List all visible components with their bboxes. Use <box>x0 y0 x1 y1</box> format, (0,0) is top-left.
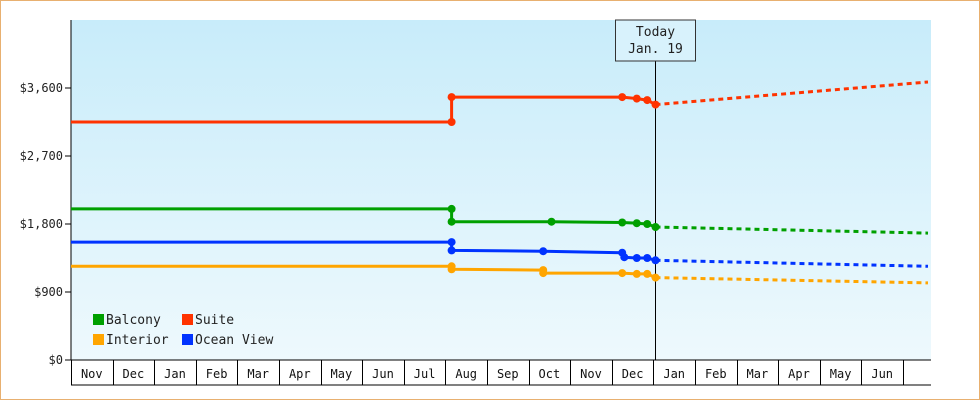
x-tick-label: Feb <box>705 367 727 381</box>
data-point <box>447 93 456 102</box>
today-date: Jan. 19 <box>628 42 683 57</box>
y-tick-label: $2,700 <box>20 149 63 163</box>
legend-swatch <box>182 314 193 325</box>
data-point <box>539 269 548 278</box>
series-suite <box>71 80 929 126</box>
data-point <box>447 118 456 126</box>
data-point <box>618 93 627 102</box>
series-layer <box>71 80 929 285</box>
series-forecast-suite <box>655 80 929 107</box>
x-tick-label: Jun <box>871 367 893 381</box>
data-point <box>643 96 652 105</box>
series-forecast-interior <box>655 276 929 285</box>
today-box <box>615 19 696 62</box>
legend-label: Balcony <box>106 313 161 328</box>
x-tick-label: Jan <box>663 367 685 381</box>
data-point <box>447 204 456 213</box>
x-tick-label: Apr <box>289 367 311 381</box>
data-point <box>447 265 456 274</box>
y-tick-label: $1,800 <box>20 217 63 231</box>
series-ocean-view <box>71 238 929 268</box>
x-tick-label: Dec <box>622 367 644 381</box>
data-point <box>618 269 627 278</box>
x-tick-label: Sep <box>497 367 519 381</box>
y-tick-label: $0 <box>49 353 63 367</box>
legend-label: Interior <box>106 333 169 348</box>
today-marker: Today Jan. 19 <box>615 19 696 360</box>
data-point <box>651 256 660 265</box>
data-point <box>651 273 660 282</box>
data-point <box>447 238 456 247</box>
data-point <box>620 253 629 262</box>
data-point <box>447 217 456 226</box>
series-forecast-balcony <box>655 225 929 235</box>
x-tick-label: Mar <box>747 367 769 381</box>
x-tick-label: May <box>331 367 353 381</box>
data-point <box>651 223 660 231</box>
data-point <box>632 219 641 228</box>
x-tick-label: Mar <box>247 367 269 381</box>
data-point <box>447 246 456 255</box>
series-forecast-ocean-view <box>655 258 929 268</box>
series-interior <box>71 262 929 285</box>
data-point <box>632 94 641 103</box>
x-tick-label: Feb <box>206 367 228 381</box>
x-axis-band <box>71 361 931 385</box>
x-tick-label: Jan <box>164 367 186 381</box>
x-tick-label: Dec <box>123 367 145 381</box>
legend-swatch <box>93 334 104 345</box>
legend-label: Suite <box>195 313 234 328</box>
x-axis: Nov Dec Jan Feb Mar Apr May Jun Jul Aug Sep Oct Nov D… <box>71 359 931 386</box>
today-label: Today <box>636 25 675 40</box>
y-tick-label: $3,600 <box>20 81 63 95</box>
data-point <box>651 100 660 109</box>
y-axis: $0 $900 $1,800 $2,700 $3,600 <box>20 20 72 367</box>
x-tick-label: Jun <box>372 367 394 381</box>
x-tick-label: Nov <box>580 367 602 381</box>
legend-label: Ocean View <box>195 333 273 348</box>
plot-background <box>71 20 931 360</box>
data-point <box>643 254 652 262</box>
legend-swatch <box>182 334 193 345</box>
data-point <box>618 218 627 227</box>
y-tick-label: $900 <box>34 285 63 299</box>
data-point <box>632 269 641 278</box>
x-tick-label: Nov <box>81 367 103 381</box>
x-tick-label: May <box>830 367 852 381</box>
legend-swatch <box>93 314 104 325</box>
x-tick-label: Oct <box>539 367 561 381</box>
data-point <box>547 217 556 226</box>
x-tick-label: Jul <box>414 367 436 381</box>
data-point <box>539 247 548 256</box>
data-point <box>643 269 652 278</box>
x-tick-label: Aug <box>455 367 477 381</box>
legend: Balcony Suite Interior Ocean View <box>93 313 273 348</box>
series-balcony <box>71 204 929 235</box>
data-point <box>632 254 641 262</box>
data-point <box>643 220 652 228</box>
x-tick-label: Apr <box>788 367 810 381</box>
